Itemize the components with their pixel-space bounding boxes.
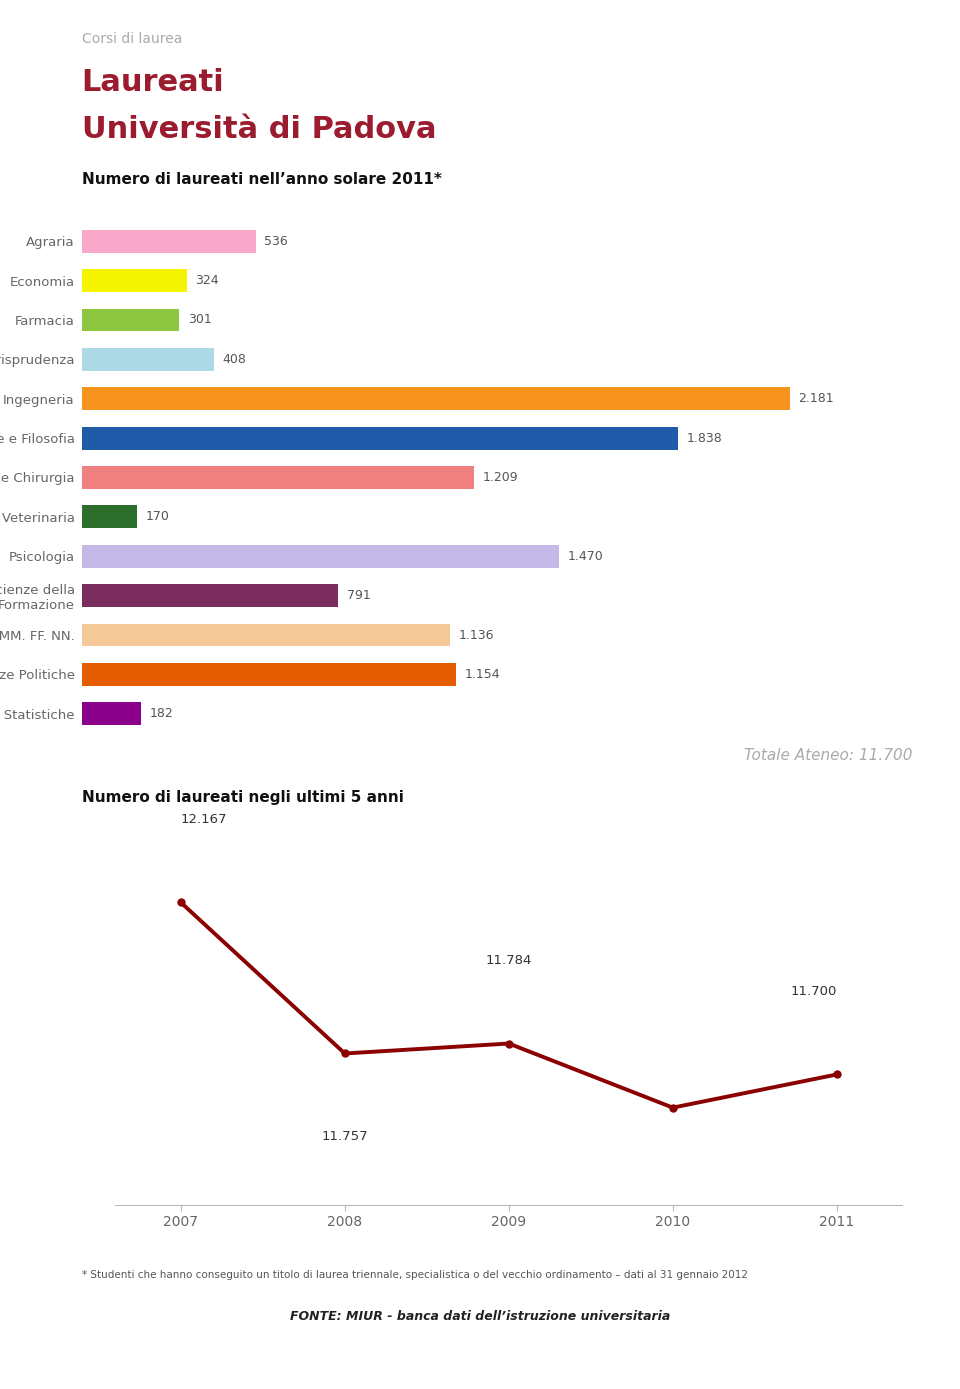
Bar <box>82 544 559 568</box>
Text: 1.154: 1.154 <box>465 668 500 681</box>
Text: 11.757: 11.757 <box>322 1129 368 1143</box>
Text: 301: 301 <box>188 314 211 326</box>
Bar <box>82 703 141 725</box>
Bar <box>82 269 187 292</box>
Text: 12.167: 12.167 <box>180 813 228 826</box>
Text: FONTE: MIUR - banca dati dell’istruzione universitaria: FONTE: MIUR - banca dati dell’istruzione… <box>290 1310 670 1322</box>
Text: 2.181: 2.181 <box>798 392 833 406</box>
Text: Laureati: Laureati <box>82 68 225 97</box>
Bar <box>82 585 338 607</box>
Bar <box>82 229 255 253</box>
Bar <box>82 347 214 371</box>
Text: 1.136: 1.136 <box>459 629 494 642</box>
Text: Università di Padova: Università di Padova <box>82 115 436 144</box>
Bar <box>82 506 136 528</box>
Bar <box>82 467 474 489</box>
Text: * Studenti che hanno conseguito un titolo di laurea triennale, specialistica o d: * Studenti che hanno conseguito un titol… <box>82 1270 748 1281</box>
Text: 1.209: 1.209 <box>483 471 518 483</box>
Text: 536: 536 <box>264 235 288 247</box>
Bar <box>82 388 789 410</box>
Bar <box>82 624 450 646</box>
Text: Corsi di laurea: Corsi di laurea <box>82 32 182 46</box>
Text: 14: 14 <box>12 110 37 126</box>
Text: Numero di laureati negli ultimi 5 anni: Numero di laureati negli ultimi 5 anni <box>82 790 403 806</box>
Text: 408: 408 <box>223 353 247 365</box>
Text: 182: 182 <box>149 707 173 721</box>
Text: 324: 324 <box>195 274 219 288</box>
Text: Numero di laureati nell’anno solare 2011*: Numero di laureati nell’anno solare 2011… <box>82 172 442 188</box>
Text: 11.784: 11.784 <box>486 954 532 967</box>
Text: Totale Ateneo: 11.700: Totale Ateneo: 11.700 <box>743 747 912 763</box>
Text: 170: 170 <box>145 510 169 524</box>
Text: 11.700: 11.700 <box>790 985 837 999</box>
Bar <box>82 426 679 450</box>
Bar <box>82 663 456 686</box>
Text: 11.610: 11.610 <box>650 1183 696 1197</box>
Text: 1.470: 1.470 <box>567 550 603 563</box>
Bar <box>82 308 180 332</box>
Text: 1.838: 1.838 <box>686 432 723 444</box>
Text: 791: 791 <box>347 589 371 603</box>
